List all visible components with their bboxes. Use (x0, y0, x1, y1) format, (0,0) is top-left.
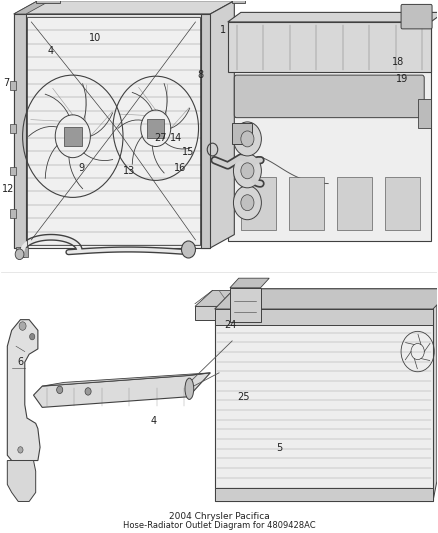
Polygon shape (7, 320, 40, 461)
Polygon shape (215, 289, 437, 309)
Bar (201, 14, 210, 248)
Bar (418, 99, 431, 128)
Bar (16, 247, 24, 257)
Text: Hose-Radiator Outlet Diagram for 4809428AC: Hose-Radiator Outlet Diagram for 4809428… (123, 521, 315, 530)
Polygon shape (42, 373, 210, 386)
Text: 4: 4 (48, 46, 54, 56)
Polygon shape (34, 373, 210, 407)
Text: 9: 9 (78, 163, 85, 173)
Text: 12: 12 (3, 184, 15, 195)
Text: 15: 15 (182, 147, 194, 157)
Circle shape (18, 447, 23, 453)
Bar (289, 177, 324, 230)
Bar (215, 309, 433, 325)
Bar (232, 123, 252, 144)
Bar (147, 119, 165, 138)
Text: 19: 19 (396, 74, 409, 84)
Circle shape (30, 334, 35, 340)
Polygon shape (195, 290, 274, 306)
Polygon shape (215, 309, 433, 502)
Text: 27: 27 (154, 133, 166, 143)
Text: 10: 10 (88, 33, 101, 43)
Text: 5: 5 (276, 443, 283, 453)
FancyBboxPatch shape (401, 4, 432, 29)
Polygon shape (228, 12, 438, 22)
Bar (215, 488, 433, 502)
Text: 25: 25 (237, 392, 249, 402)
Circle shape (233, 122, 261, 156)
Bar (228, 22, 431, 72)
Text: 4: 4 (151, 416, 157, 426)
Polygon shape (433, 289, 437, 502)
Circle shape (57, 386, 63, 393)
Bar (10, 82, 16, 90)
Bar (195, 306, 256, 320)
Text: 13: 13 (124, 166, 136, 176)
Polygon shape (7, 461, 35, 502)
Bar (35, 0, 60, 3)
Polygon shape (230, 278, 269, 288)
Circle shape (241, 131, 254, 147)
Circle shape (67, 129, 79, 143)
Circle shape (15, 249, 24, 260)
Bar (385, 177, 420, 230)
Text: 6: 6 (18, 357, 24, 367)
Text: 16: 16 (173, 163, 186, 173)
Circle shape (85, 387, 91, 395)
Polygon shape (210, 1, 234, 248)
Bar (64, 127, 81, 146)
Circle shape (241, 195, 254, 211)
Circle shape (241, 163, 254, 179)
Bar (337, 177, 372, 230)
Polygon shape (228, 22, 431, 241)
Text: 18: 18 (392, 57, 404, 67)
Bar (14, 14, 26, 248)
FancyBboxPatch shape (234, 75, 424, 118)
Polygon shape (14, 1, 50, 14)
Circle shape (233, 154, 261, 188)
Text: 1: 1 (219, 25, 226, 35)
Polygon shape (14, 14, 210, 248)
Text: 24: 24 (224, 320, 236, 330)
Text: 7: 7 (3, 78, 9, 88)
Bar (230, 288, 261, 322)
Bar (232, 0, 245, 3)
Bar (241, 177, 276, 230)
Polygon shape (215, 289, 438, 309)
Bar (10, 209, 16, 217)
Polygon shape (14, 1, 234, 14)
Circle shape (181, 241, 195, 258)
Ellipse shape (185, 378, 194, 399)
Circle shape (151, 122, 161, 134)
Text: 2004 Chrysler Pacifica: 2004 Chrysler Pacifica (169, 512, 269, 521)
Bar (27, 17, 200, 245)
Bar (10, 124, 16, 133)
Circle shape (19, 322, 26, 330)
Circle shape (233, 185, 261, 220)
Bar (10, 166, 16, 175)
Bar (20, 247, 28, 257)
Text: 8: 8 (198, 70, 204, 80)
Text: 14: 14 (170, 133, 182, 143)
